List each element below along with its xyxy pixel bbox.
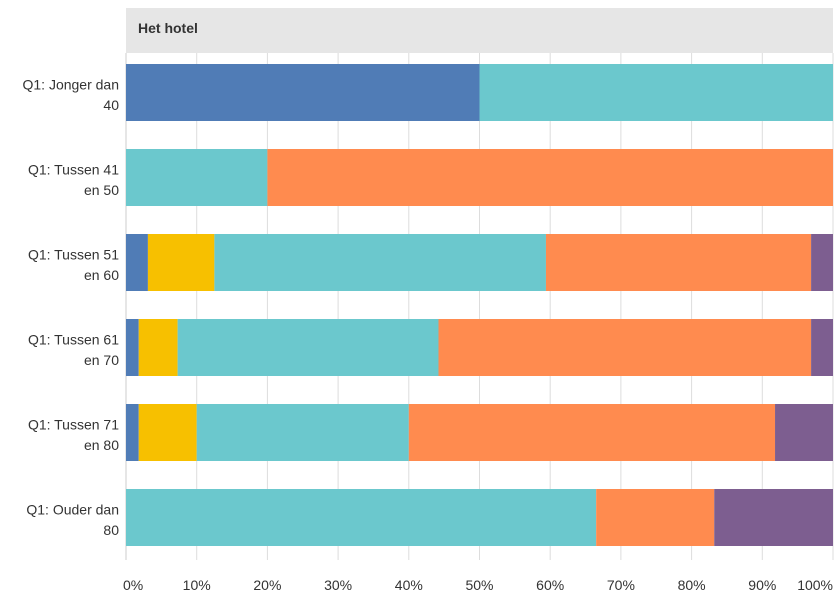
bar-segment: [126, 489, 597, 546]
x-tick-label: 80%: [678, 577, 706, 593]
bar-segment: [545, 234, 812, 291]
x-tick-label: 60%: [536, 577, 564, 593]
x-tick-label: 10%: [183, 577, 211, 593]
bar-segment: [126, 319, 139, 376]
bar-segment: [214, 234, 546, 291]
category-label: Q1: Tussen 61 en 70: [28, 332, 119, 368]
bar-segment: [408, 404, 776, 461]
bar-segment: [775, 404, 833, 461]
chart-title: Het hotel: [126, 8, 833, 53]
x-tick-label: 90%: [748, 577, 776, 593]
bar-segment: [196, 404, 409, 461]
bar-segment: [126, 404, 139, 461]
bars: [126, 64, 833, 546]
bar-segment: [177, 319, 439, 376]
bar-segment: [811, 319, 833, 376]
category-label: Q1: Tussen 41 en 50: [28, 162, 119, 198]
bar-segment: [267, 149, 833, 206]
x-tick-label: 40%: [395, 577, 423, 593]
bar-segment: [147, 234, 215, 291]
bar-segment: [138, 404, 197, 461]
gridlines: [125, 53, 834, 560]
category-label: Q1: Jonger dan 40: [22, 77, 119, 113]
bar-segment: [126, 234, 148, 291]
bar-segment: [479, 64, 833, 121]
x-tick-label: 70%: [607, 577, 635, 593]
bar-segment: [596, 489, 715, 546]
x-tick-label: 100%: [797, 577, 833, 593]
bar-segment: [138, 319, 178, 376]
category-labels: Q1: Jonger dan 40 Q1: Tussen 41 en 50 Q1: Tu…: [22, 77, 119, 538]
bar-segment: [438, 319, 812, 376]
category-label: Q1: Ouder dan 80: [26, 502, 119, 538]
x-tick-label: 30%: [324, 577, 352, 593]
category-label: Q1: Tussen 51 en 60: [28, 247, 119, 283]
bar-segment: [714, 489, 833, 546]
x-tick-label: 0%: [123, 577, 143, 593]
bar-segment: [126, 149, 268, 206]
x-tick-label: 50%: [465, 577, 493, 593]
x-tick-labels: 0% 10% 20% 30% 40% 50% 60% 70% 80% 90% 100%: [123, 577, 833, 593]
category-label: Q1: Tussen 71 en 80: [28, 417, 119, 453]
bar-segment: [811, 234, 833, 291]
bar-segment: [126, 64, 480, 121]
x-tick-label: 20%: [253, 577, 281, 593]
